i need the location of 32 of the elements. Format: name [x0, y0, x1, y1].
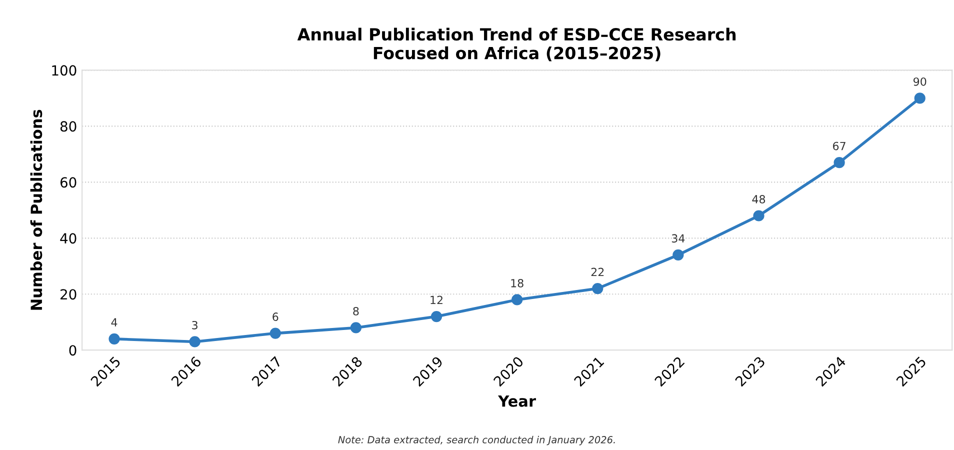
point — [753, 210, 764, 222]
point — [430, 310, 442, 322]
data-label: 8 — [353, 306, 359, 316]
point — [108, 333, 120, 344]
point — [189, 336, 200, 348]
point — [672, 249, 684, 260]
data-label: 90 — [914, 77, 926, 86]
data-label: 6 — [272, 312, 278, 321]
point — [350, 322, 362, 334]
y-tick-label: 60 — [60, 177, 76, 188]
y-tick-label: 40 — [60, 233, 76, 244]
data-label: 4 — [111, 318, 118, 326]
data-label: 12 — [430, 296, 442, 304]
data-label: 67 — [833, 142, 846, 150]
point — [512, 294, 523, 306]
y-tick-label: 20 — [60, 289, 76, 300]
y-axis-title: Number of Publications — [30, 110, 42, 310]
point — [914, 92, 926, 104]
point — [592, 282, 604, 294]
chart-title: Annual Publication Trend of ESD–CCE Research Focused on Africa (2015–2025) — [297, 28, 736, 62]
y-tick-label: 80 — [60, 121, 76, 132]
y-tick-label: 0 — [69, 345, 76, 356]
point — [270, 328, 281, 339]
data-label: 34 — [672, 234, 685, 243]
data-label: 3 — [192, 320, 198, 330]
y-tick-label: 100 — [52, 65, 76, 76]
data-label: 18 — [511, 278, 524, 288]
data-label: 48 — [752, 195, 766, 204]
point — [834, 157, 845, 168]
data-label: 22 — [591, 268, 604, 276]
x-axis-title: Year — [498, 395, 536, 407]
text: Note: Data extracted, search conducted in January 2026. — [338, 436, 615, 446]
